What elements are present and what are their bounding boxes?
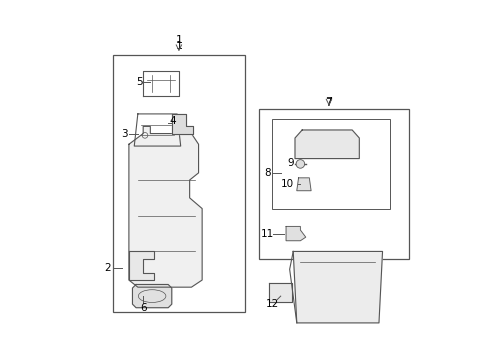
Text: 1: 1 xyxy=(175,41,182,51)
Text: 11: 11 xyxy=(261,229,274,239)
Circle shape xyxy=(296,159,305,168)
Text: 3: 3 xyxy=(121,129,127,139)
Text: 10: 10 xyxy=(281,179,294,189)
Text: 5: 5 xyxy=(136,77,143,87)
Bar xyxy=(259,109,409,258)
Text: 12: 12 xyxy=(266,299,279,309)
Polygon shape xyxy=(286,226,306,241)
Polygon shape xyxy=(132,284,172,308)
Text: 7: 7 xyxy=(325,97,333,107)
Bar xyxy=(272,119,390,208)
Text: 8: 8 xyxy=(264,168,271,178)
Polygon shape xyxy=(297,178,311,191)
Polygon shape xyxy=(129,126,202,287)
Text: 7: 7 xyxy=(325,98,333,108)
Polygon shape xyxy=(295,130,359,158)
Polygon shape xyxy=(172,114,193,134)
Text: 4: 4 xyxy=(170,116,176,126)
Polygon shape xyxy=(269,283,293,302)
Polygon shape xyxy=(293,251,383,323)
Bar xyxy=(113,55,245,312)
Text: 6: 6 xyxy=(140,303,147,313)
Text: 2: 2 xyxy=(104,262,111,273)
Text: 9: 9 xyxy=(288,158,294,168)
Text: 1: 1 xyxy=(175,35,182,45)
Polygon shape xyxy=(129,251,154,280)
